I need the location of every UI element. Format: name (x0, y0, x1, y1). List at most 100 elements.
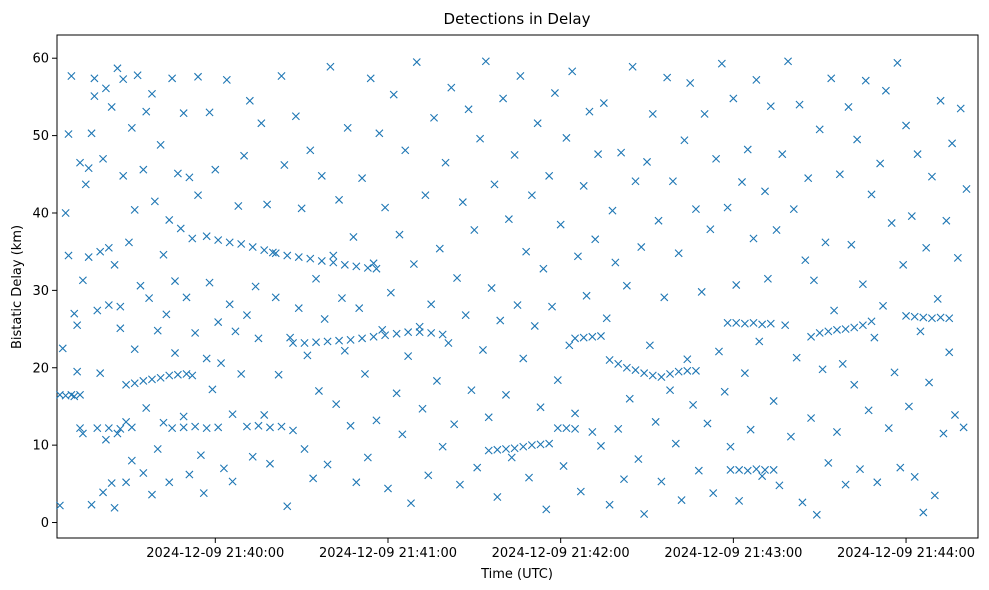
detection-marker (191, 422, 200, 431)
detection-marker (119, 75, 128, 84)
detection-marker (795, 100, 804, 109)
detection-marker (179, 109, 188, 118)
detection-marker (211, 165, 220, 174)
detection-marker (809, 276, 818, 285)
detection-marker (525, 473, 534, 482)
detection-marker (643, 157, 652, 166)
detection-marker (427, 300, 436, 309)
detection-marker (346, 421, 355, 430)
detection-marker (194, 72, 203, 81)
detection-marker (156, 140, 165, 149)
detection-marker (729, 94, 738, 103)
detection-marker (953, 253, 962, 262)
detection-marker (735, 465, 744, 474)
detection-marker (205, 278, 214, 287)
detection-marker (381, 331, 390, 340)
x-tick-label: 2024-12-09 21:43:00 (664, 546, 802, 561)
detection-marker (622, 363, 631, 372)
detection-marker (199, 489, 208, 498)
detection-marker (107, 479, 116, 488)
detection-marker (78, 429, 87, 438)
detection-marker (130, 205, 139, 214)
detection-marker (303, 351, 312, 360)
detection-marker (297, 204, 306, 213)
detection-marker (510, 150, 519, 159)
detection-marker (271, 249, 280, 258)
detection-marker (804, 174, 813, 183)
detection-marker (142, 107, 151, 116)
detection-marker (257, 119, 266, 128)
detection-marker (749, 234, 758, 243)
detection-marker (150, 197, 159, 206)
detection-marker (717, 59, 726, 68)
detection-marker (832, 325, 841, 334)
detection-marker (769, 397, 778, 406)
detection-marker (927, 172, 936, 181)
chart-title: Detections in Delay (444, 10, 591, 28)
detection-marker (447, 83, 456, 92)
detection-marker (265, 423, 274, 432)
detection-marker (375, 129, 384, 138)
detection-marker (188, 234, 197, 243)
detection-marker (340, 260, 349, 269)
detection-marker (864, 406, 873, 415)
detection-marker (536, 403, 545, 412)
detection-marker (907, 212, 916, 221)
detection-marker (130, 379, 139, 388)
detection-marker (588, 427, 597, 436)
detection-marker (104, 301, 113, 310)
detection-marker (70, 392, 79, 401)
detection-marker (171, 349, 179, 358)
detection-marker (127, 123, 136, 132)
detection-marker (242, 311, 251, 320)
detection-marker (536, 440, 545, 449)
axes-frame (56, 34, 979, 539)
detection-marker (835, 170, 844, 179)
detection-marker (838, 359, 847, 368)
y-tick-label: 30 (32, 284, 49, 299)
detection-marker (306, 146, 315, 155)
detection-marker (96, 247, 105, 256)
detection-marker (740, 369, 749, 378)
detection-marker (168, 74, 177, 83)
detection-marker (185, 173, 194, 182)
detection-marker (562, 424, 571, 433)
detection-marker (478, 345, 487, 354)
detection-marker (64, 251, 73, 260)
detection-marker (530, 321, 539, 330)
detection-marker (306, 254, 315, 263)
detection-marker (674, 249, 683, 258)
detection-marker (625, 394, 634, 403)
detection-marker (548, 302, 557, 311)
detection-marker (691, 366, 700, 375)
detection-marker (945, 314, 954, 323)
detection-marker (631, 366, 640, 375)
detection-marker (320, 315, 329, 323)
detection-marker (671, 439, 680, 448)
detection-marker (904, 402, 913, 411)
detection-marker (453, 273, 462, 282)
detection-marker (959, 423, 968, 432)
detection-marker (335, 195, 344, 204)
detection-marker (533, 119, 542, 128)
detection-marker (90, 92, 99, 101)
detection-marker (76, 424, 85, 433)
detection-marker (58, 344, 67, 353)
detection-marker (752, 465, 761, 474)
detection-marker (956, 104, 965, 113)
detection-marker (323, 460, 332, 469)
detection-marker (122, 380, 131, 389)
y-tick-label: 10 (32, 439, 49, 454)
detection-marker (936, 313, 945, 322)
detection-marker (119, 171, 128, 180)
y-tick-label: 60 (32, 52, 49, 67)
detection-marker (378, 325, 387, 334)
detection-marker (487, 284, 496, 293)
detection-marker (867, 190, 876, 199)
detection-marker (407, 499, 415, 508)
detection-marker (127, 456, 136, 465)
detection-marker (510, 444, 519, 453)
detection-marker (545, 171, 554, 180)
detection-marker (277, 422, 286, 431)
detection-marker (666, 369, 675, 378)
